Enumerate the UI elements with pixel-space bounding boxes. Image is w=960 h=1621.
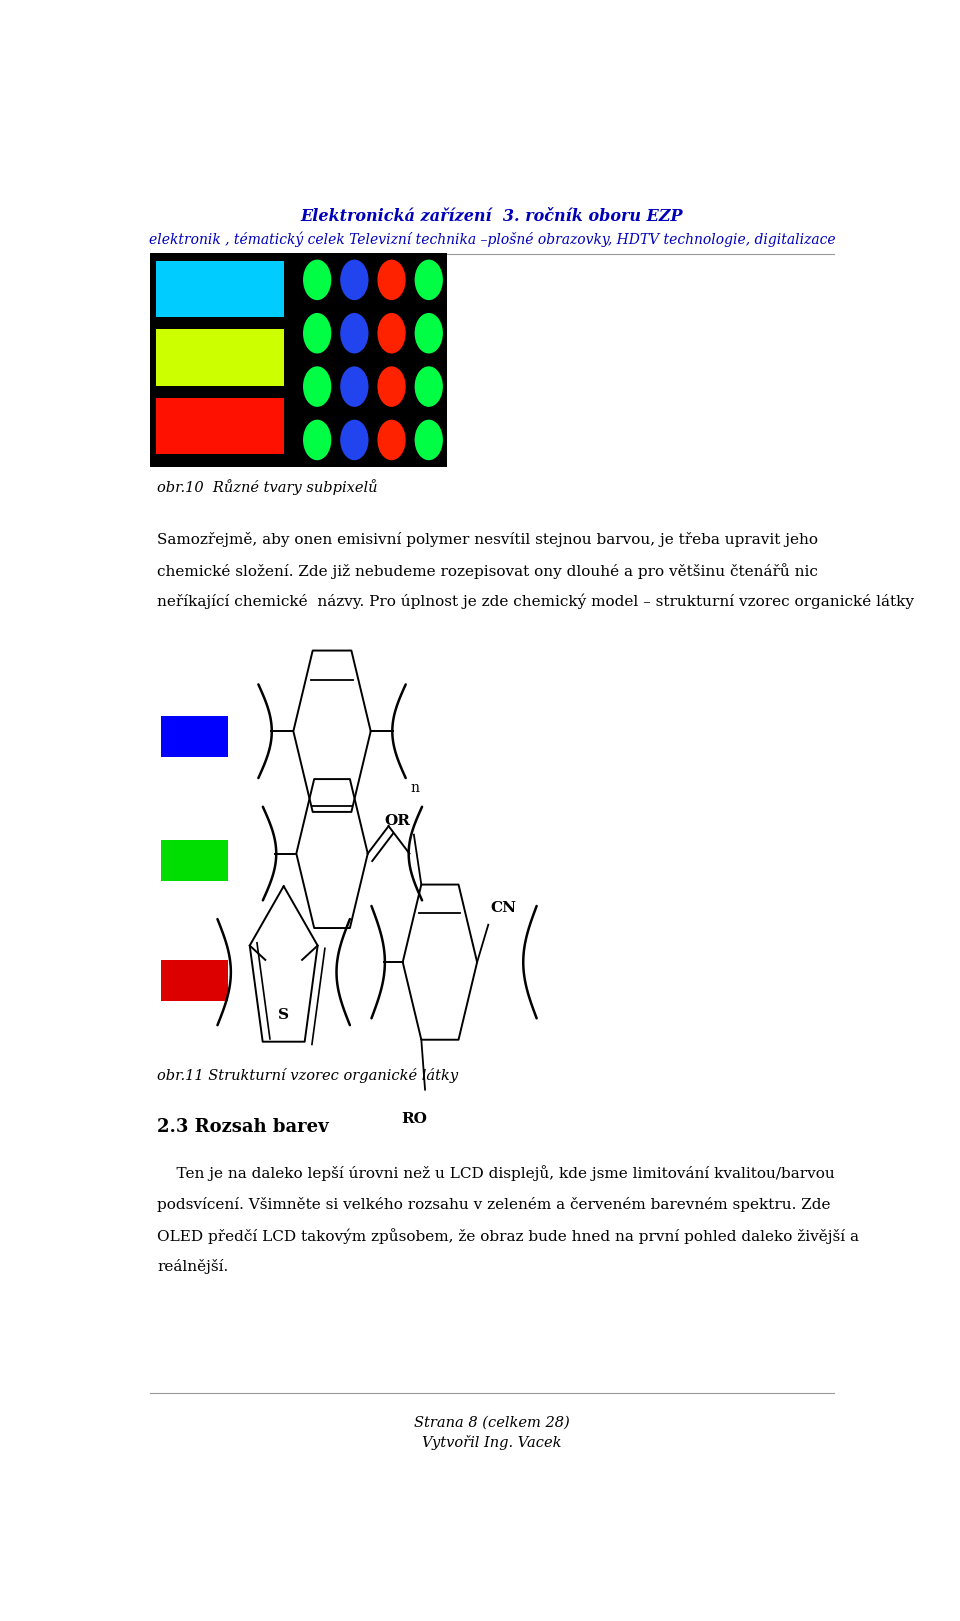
Text: obr.10  Různé tvary subpixelů: obr.10 Různé tvary subpixelů xyxy=(157,480,377,494)
Ellipse shape xyxy=(415,366,443,407)
Bar xyxy=(156,261,284,318)
Ellipse shape xyxy=(415,313,443,353)
Ellipse shape xyxy=(415,420,443,460)
Bar xyxy=(161,840,228,882)
Ellipse shape xyxy=(340,259,369,300)
Text: CN: CN xyxy=(491,901,516,914)
Text: obr.11 Strukturní vzorec organické látky: obr.11 Strukturní vzorec organické látky xyxy=(157,1068,458,1083)
Bar xyxy=(156,399,284,454)
Text: Elektronická zařízení  3. ročník oboru EZP: Elektronická zařízení 3. ročník oboru EZ… xyxy=(300,209,684,225)
Ellipse shape xyxy=(377,366,406,407)
Text: podsvícení. Všimněte si velkého rozsahu v zeleném a červeném barevném spektru. Z: podsvícení. Všimněte si velkého rozsahu … xyxy=(157,1196,830,1213)
Ellipse shape xyxy=(377,313,406,353)
Text: elektronik , tématický celek Televizní technika –plošné obrazovky, HDTV technolo: elektronik , tématický celek Televizní t… xyxy=(149,232,835,248)
Text: neříkající chemické  názvy. Pro úplnost je zde chemický model – strukturní vzore: neříkající chemické názvy. Pro úplnost j… xyxy=(157,593,914,609)
Bar xyxy=(161,960,228,1000)
Text: OR: OR xyxy=(385,814,411,828)
Ellipse shape xyxy=(415,259,443,300)
Bar xyxy=(161,716,228,757)
Ellipse shape xyxy=(303,420,331,460)
Text: RO: RO xyxy=(401,1112,427,1127)
Ellipse shape xyxy=(377,420,406,460)
Ellipse shape xyxy=(303,313,331,353)
Ellipse shape xyxy=(340,420,369,460)
Text: OLED předčí LCD takovým způsobem, že obraz bude hned na první pohled daleko živě: OLED předčí LCD takovým způsobem, že obr… xyxy=(157,1229,859,1243)
Ellipse shape xyxy=(340,366,369,407)
Text: reálnější.: reálnější. xyxy=(157,1260,228,1274)
Bar xyxy=(156,329,284,386)
Text: 2.3 Rozsah barev: 2.3 Rozsah barev xyxy=(157,1118,329,1136)
Text: chemické složení. Zde již nebudeme rozepisovat ony dlouhé a pro většinu čtenářů : chemické složení. Zde již nebudeme rozep… xyxy=(157,562,818,579)
Ellipse shape xyxy=(340,313,369,353)
Ellipse shape xyxy=(377,259,406,300)
Text: S: S xyxy=(278,1008,289,1023)
Text: Vytvořil Ing. Vacek: Vytvořil Ing. Vacek xyxy=(422,1435,562,1451)
Text: Ten je na daleko lepší úrovni než u LCD displejů, kde jsme limitování kvalitou/b: Ten je na daleko lepší úrovni než u LCD … xyxy=(157,1165,835,1182)
Ellipse shape xyxy=(303,259,331,300)
Text: Samozřejmě, aby onen emisivní polymer nesvítil stejnou barvou, je třeba upravit : Samozřejmě, aby onen emisivní polymer ne… xyxy=(157,532,818,546)
Text: n: n xyxy=(411,781,420,796)
Bar xyxy=(150,253,447,467)
Text: Strana 8 (celkem 28): Strana 8 (celkem 28) xyxy=(414,1415,570,1430)
Ellipse shape xyxy=(303,366,331,407)
